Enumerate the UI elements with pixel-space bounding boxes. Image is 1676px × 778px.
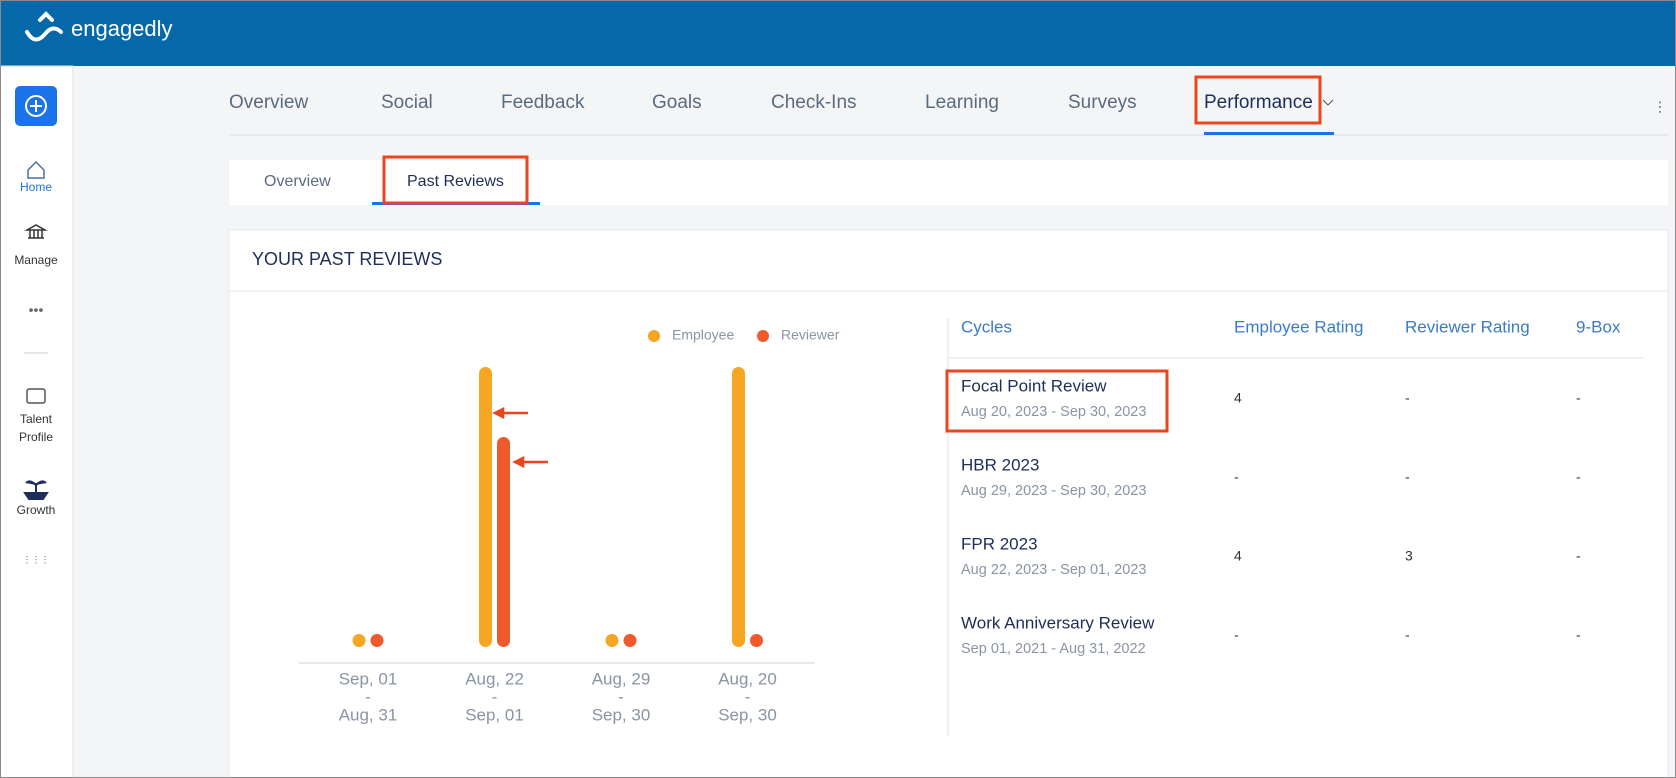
card-title: YOUR PAST REVIEWS [252,249,442,269]
rating-cell: 4 [1234,390,1242,406]
column-header: Employee Rating [1234,317,1363,336]
nav-tab[interactable]: Social [381,92,433,113]
highlight-box [945,369,1169,433]
talent-icon[interactable] [26,388,46,404]
rating-cell: - [1576,469,1581,485]
x-tick-label: Aug, 20 [718,669,777,688]
sidebar-label[interactable]: Profile [19,430,53,444]
subtabs-bar [229,160,1668,205]
cycle-name[interactable]: FPR 2023 [961,534,1038,553]
home-icon[interactable] [27,160,45,179]
x-tick-label: - [365,687,371,706]
bar [479,367,492,647]
sidebar-label[interactable]: Talent [20,412,53,426]
rating-cell: - [1405,627,1410,643]
highlight-box [382,155,529,205]
bar [497,437,510,647]
growth-icon[interactable] [23,480,49,500]
nav-tab[interactable]: Surveys [1068,92,1137,113]
cycle-dates: Aug 20, 2023 - Sep 30, 2023 [961,404,1146,420]
x-tick-label: - [618,687,624,706]
apps-icon[interactable]: ⋮⋮⋮ [23,554,50,564]
legend-label: Reviewer [781,327,840,343]
nav-tab[interactable]: Performance [1204,92,1313,113]
nav-tab[interactable]: Overview [229,92,308,113]
bar [732,367,745,647]
column-header: Reviewer Rating [1405,317,1530,336]
rating-cell: - [1576,627,1581,643]
sub-tab[interactable]: Past Reviews [407,173,504,190]
add-icon [25,95,47,117]
sidebar-label[interactable]: Growth [17,503,56,517]
legend-marker [648,330,660,342]
column-header: Cycles [961,317,1012,336]
x-tick-label: Sep, 01 [465,705,524,724]
rating-cell: 3 [1405,548,1413,564]
sidebar-label[interactable]: Home [20,180,52,194]
dropdown-chevron[interactable] [1322,99,1334,106]
column-header: 9-Box [1576,317,1621,336]
sub-tab[interactable]: Overview [264,173,331,190]
bar [370,634,384,647]
active-tab-underline [1204,132,1334,135]
more-dots[interactable]: ••• [29,302,44,318]
rating-cell: - [1234,627,1239,643]
annotation-arrow [492,406,548,469]
nav-tab[interactable]: Goals [652,92,702,113]
add-icon-plus [30,100,42,112]
nav-tab[interactable]: Feedback [501,92,585,113]
x-tick-label: Aug, 29 [592,669,651,688]
x-tick-label: Sep, 30 [592,705,651,724]
bar [352,634,366,647]
logo-text[interactable]: engagedly [71,16,173,41]
cycle-name[interactable]: Work Anniversary Review [961,613,1155,632]
cycle-name[interactable]: HBR 2023 [961,455,1039,474]
cycle-dates: Aug 22, 2023 - Sep 01, 2023 [961,562,1146,578]
rating-cell: - [1576,390,1581,406]
rating-cell: - [1576,548,1581,564]
rating-cell: 4 [1234,548,1242,564]
rating-cell: - [1405,469,1410,485]
manage-icon[interactable] [24,224,48,239]
cycle-dates: Sep 01, 2021 - Aug 31, 2022 [961,641,1146,657]
legend-label: Employee [672,327,734,343]
sidebar-label[interactable]: Manage [14,253,58,267]
x-tick-label: - [492,687,498,706]
x-tick-label: - [745,687,751,706]
x-tick-label: Sep, 01 [339,669,398,688]
nav-tab[interactable]: Check-Ins [771,92,857,113]
nav-tab[interactable]: Learning [925,92,999,113]
kebab-menu[interactable]: ⋮ [1653,99,1667,115]
rating-cell: - [1405,390,1410,406]
x-tick-label: Aug, 31 [339,705,398,724]
header-bar [0,0,1676,66]
cycle-dates: Aug 29, 2023 - Sep 30, 2023 [961,483,1146,499]
sidebar [0,65,74,778]
x-tick-label: Aug, 22 [465,669,524,688]
legend-marker [757,330,769,342]
bar [623,634,637,647]
cycle-name[interactable]: Focal Point Review [961,376,1107,395]
rating-cell: - [1234,469,1239,485]
x-tick-label: Sep, 30 [718,705,777,724]
logo-icon [25,11,63,42]
bar [750,634,763,647]
bar [605,634,619,647]
highlight-box [1194,75,1322,125]
